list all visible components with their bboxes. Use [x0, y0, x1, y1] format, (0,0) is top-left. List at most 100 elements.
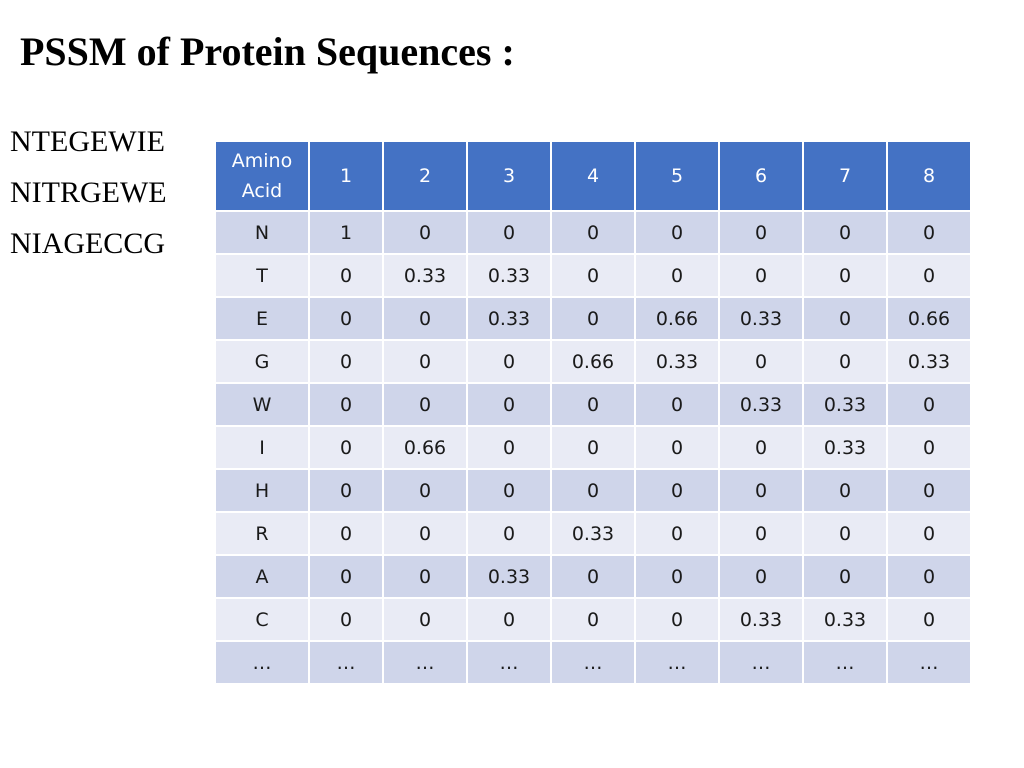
cell-value: … — [802, 640, 888, 685]
header-position-7: 7 — [802, 140, 888, 212]
cell-amino-acid: R — [214, 511, 310, 556]
header-amino-acid-line1: Amino — [231, 150, 293, 172]
sequence-list: NTEGEWIE NITRGEWE NIAGECCG — [10, 116, 167, 269]
cell-value: 0 — [802, 339, 888, 384]
cell-value: 0 — [718, 210, 804, 255]
cell-value: 0 — [718, 339, 804, 384]
slide-title: PSSM of Protein Sequences : — [20, 29, 515, 74]
cell-value: 0 — [550, 597, 636, 642]
cell-value: … — [308, 640, 384, 685]
cell-value: 0 — [718, 253, 804, 298]
cell-value: 0 — [634, 425, 720, 470]
cell-value: 0 — [550, 253, 636, 298]
cell-value: 0 — [308, 597, 384, 642]
cell-value: 0 — [466, 511, 552, 556]
table-row: W 0 0 0 0 0 0.33 0.33 0 — [214, 382, 972, 427]
cell-value: 0 — [308, 511, 384, 556]
cell-amino-acid: G — [214, 339, 310, 384]
cell-value: 0 — [718, 511, 804, 556]
cell-value: 0 — [466, 339, 552, 384]
cell-value: 0.33 — [802, 382, 888, 427]
cell-value: 1 — [308, 210, 384, 255]
table-row: G 0 0 0 0.66 0.33 0 0 0.33 — [214, 339, 972, 384]
cell-value: … — [886, 640, 972, 685]
table-body: N 1 0 0 0 0 0 0 0 T 0 0.33 0.33 0 0 0 0 0 E 0 0 0.33 0 0.66 0.33… — [214, 210, 972, 685]
cell-value: 0 — [634, 253, 720, 298]
cell-value: 0.66 — [886, 296, 972, 341]
cell-value: 0.33 — [550, 511, 636, 556]
cell-value: … — [466, 640, 552, 685]
cell-value: 0 — [634, 468, 720, 513]
cell-value: … — [634, 640, 720, 685]
cell-value: 0 — [308, 296, 384, 341]
cell-value: 0 — [382, 382, 468, 427]
cell-value: 0 — [886, 210, 972, 255]
cell-value: 0 — [382, 597, 468, 642]
cell-value: 0 — [308, 382, 384, 427]
cell-value: 0 — [550, 382, 636, 427]
cell-value: 0 — [308, 425, 384, 470]
cell-value: 0 — [886, 511, 972, 556]
cell-value: 0 — [550, 210, 636, 255]
cell-value: 0.66 — [382, 425, 468, 470]
header-position-5: 5 — [634, 140, 720, 212]
header-amino-acid: Amino Acid — [214, 140, 310, 212]
cell-value: 0.33 — [382, 253, 468, 298]
cell-value: 0 — [466, 382, 552, 427]
sequence-item: NIAGECCG — [10, 227, 165, 260]
cell-value: 0 — [382, 468, 468, 513]
cell-amino-acid: A — [214, 554, 310, 599]
cell-value: 0.33 — [718, 597, 804, 642]
table-row: E 0 0 0.33 0 0.66 0.33 0 0.66 — [214, 296, 972, 341]
cell-amino-acid: I — [214, 425, 310, 470]
table-row: I 0 0.66 0 0 0 0 0.33 0 — [214, 425, 972, 470]
cell-value: 0.33 — [718, 296, 804, 341]
cell-value: 0 — [634, 554, 720, 599]
cell-value: 0 — [550, 468, 636, 513]
cell-value: 0 — [718, 425, 804, 470]
cell-value: 0 — [634, 511, 720, 556]
cell-value: 0 — [308, 253, 384, 298]
cell-value: 0.33 — [634, 339, 720, 384]
cell-value: 0 — [886, 597, 972, 642]
header-position-8: 8 — [886, 140, 972, 212]
header-position-4: 4 — [550, 140, 636, 212]
header-position-3: 3 — [466, 140, 552, 212]
cell-value: 0.33 — [718, 382, 804, 427]
header-amino-acid-line2: Acid — [241, 180, 283, 202]
cell-value: … — [382, 640, 468, 685]
cell-amino-acid: N — [214, 210, 310, 255]
cell-value: 0 — [634, 382, 720, 427]
table-row: ……………………… — [214, 640, 972, 685]
cell-value: … — [718, 640, 804, 685]
table-row: C 0 0 0 0 0 0.33 0.33 0 — [214, 597, 972, 642]
cell-amino-acid: … — [214, 640, 310, 685]
cell-value: 0 — [550, 296, 636, 341]
cell-value: 0 — [802, 296, 888, 341]
cell-value: 0 — [382, 511, 468, 556]
cell-value: 0 — [802, 554, 888, 599]
cell-value: 0.33 — [802, 597, 888, 642]
cell-value: 0 — [308, 339, 384, 384]
cell-value: 0.33 — [466, 554, 552, 599]
cell-value: 0 — [802, 468, 888, 513]
cell-value: 0 — [886, 554, 972, 599]
cell-amino-acid: C — [214, 597, 310, 642]
cell-value: 0.66 — [550, 339, 636, 384]
cell-value: 0 — [466, 425, 552, 470]
cell-value: 0 — [886, 253, 972, 298]
cell-value: 0.33 — [802, 425, 888, 470]
cell-amino-acid: H — [214, 468, 310, 513]
header-position-1: 1 — [308, 140, 384, 212]
cell-amino-acid: T — [214, 253, 310, 298]
cell-value: 0 — [466, 597, 552, 642]
cell-value: 0 — [718, 468, 804, 513]
cell-value: 0 — [886, 382, 972, 427]
cell-value: 0.33 — [466, 253, 552, 298]
cell-value: 0 — [550, 425, 636, 470]
sequence-item: NTEGEWIE — [10, 125, 165, 158]
